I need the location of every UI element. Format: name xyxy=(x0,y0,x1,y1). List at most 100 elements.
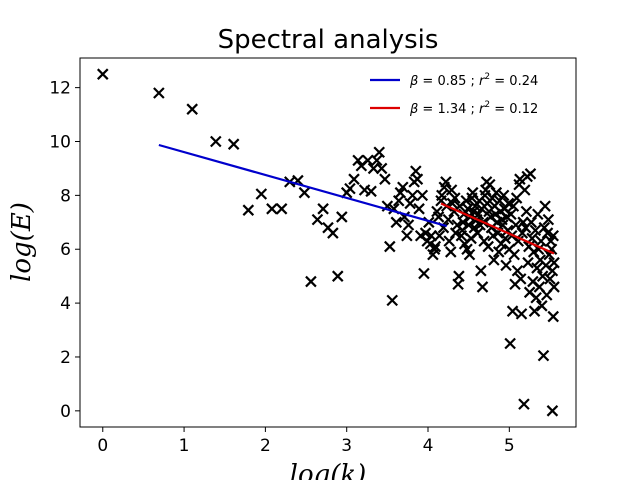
data-point xyxy=(466,186,479,199)
data-point xyxy=(528,305,541,317)
data-point xyxy=(497,189,510,202)
data-point xyxy=(442,213,455,226)
data-point xyxy=(443,235,455,247)
data-point xyxy=(488,254,500,266)
data-point xyxy=(510,219,522,231)
y-tick-label: 0 xyxy=(60,402,71,422)
data-point xyxy=(541,227,554,239)
data-point xyxy=(462,203,474,215)
data-point xyxy=(482,240,494,253)
data-point xyxy=(537,349,550,362)
data-point xyxy=(305,275,317,288)
data-point xyxy=(404,197,416,210)
data-point xyxy=(436,189,448,202)
y-axis: 0 2 4 6 8 10 12 xyxy=(49,79,80,422)
data-point xyxy=(401,229,413,242)
legend-label: β = 0.85 ; r2 = 0.24 xyxy=(409,72,538,89)
data-point xyxy=(547,310,560,323)
data-point xyxy=(379,173,391,185)
data-point xyxy=(365,185,377,198)
data-point xyxy=(518,398,530,410)
data-point xyxy=(432,211,445,223)
data-point xyxy=(536,270,549,282)
data-point xyxy=(428,243,441,256)
x-axis-label: log(k) xyxy=(290,460,367,480)
data-point xyxy=(505,208,517,220)
data-point xyxy=(507,200,520,212)
data-point xyxy=(352,154,364,167)
data-point xyxy=(153,87,165,99)
x-tick-label: 5 xyxy=(504,436,515,456)
data-point xyxy=(362,154,374,167)
y-tick-label: 10 xyxy=(49,132,71,152)
x-tick-label: 4 xyxy=(423,436,434,456)
data-point xyxy=(418,267,430,280)
data-point xyxy=(548,256,560,269)
chart-title: Spectral analysis xyxy=(218,25,439,55)
data-point xyxy=(525,216,538,229)
x-tick-label: 0 xyxy=(97,436,108,456)
x-tick-label: 1 xyxy=(179,436,190,456)
data-point xyxy=(463,248,476,261)
data-point xyxy=(518,184,531,196)
data-point xyxy=(440,176,452,188)
data-point xyxy=(531,262,543,274)
y-tick-label: 4 xyxy=(60,294,71,314)
data-point xyxy=(522,256,534,269)
y-tick-label: 8 xyxy=(60,186,71,206)
data-point xyxy=(317,203,329,215)
data-point xyxy=(512,235,525,247)
y-tick-label: 12 xyxy=(49,79,71,99)
legend: β = 0.85 ; r2 = 0.24 β = 1.34 ; r2 = 0.12 xyxy=(370,72,538,117)
data-point xyxy=(373,146,386,159)
data-point xyxy=(445,184,458,196)
legend-label: β = 1.34 ; r2 = 0.12 xyxy=(409,100,538,117)
data-point xyxy=(538,221,551,234)
data-point xyxy=(546,405,559,417)
data-point xyxy=(514,273,527,285)
fit-lines xyxy=(158,143,555,255)
data-point xyxy=(298,186,311,199)
data-point xyxy=(186,103,198,115)
data-point xyxy=(529,224,542,237)
data-point xyxy=(536,300,548,312)
data-point xyxy=(397,181,409,194)
data-point xyxy=(390,216,403,229)
x-tick-label: 3 xyxy=(341,436,352,456)
data-point xyxy=(411,173,424,185)
data-point xyxy=(336,211,348,223)
data-point xyxy=(484,178,496,191)
data-point xyxy=(406,189,419,202)
data-point xyxy=(530,291,542,304)
data-point xyxy=(524,168,537,180)
data-point xyxy=(544,273,556,285)
data-point xyxy=(275,203,288,215)
data-point xyxy=(520,205,533,218)
data-point xyxy=(504,337,516,350)
data-point xyxy=(386,294,399,307)
y-tick-label: 6 xyxy=(60,240,71,260)
data-point xyxy=(515,308,528,320)
data-point xyxy=(490,186,503,199)
data-point xyxy=(327,227,339,239)
data-point xyxy=(539,200,551,212)
y-tick-label: 2 xyxy=(60,348,71,368)
data-point xyxy=(499,232,512,245)
data-point xyxy=(514,173,526,185)
data-point xyxy=(475,265,487,277)
fit-line-blue xyxy=(158,143,448,228)
data-point xyxy=(468,221,481,234)
data-point xyxy=(535,235,547,247)
data-point xyxy=(242,204,255,216)
data-point xyxy=(348,173,360,185)
scatter-points xyxy=(96,68,560,417)
data-point xyxy=(433,229,446,242)
data-point xyxy=(545,243,558,256)
y-axis-label: log(E) xyxy=(7,202,37,282)
data-point xyxy=(344,182,356,195)
data-point xyxy=(476,281,489,293)
plot-frame xyxy=(79,57,577,428)
data-point xyxy=(511,265,524,277)
data-point xyxy=(506,305,519,317)
